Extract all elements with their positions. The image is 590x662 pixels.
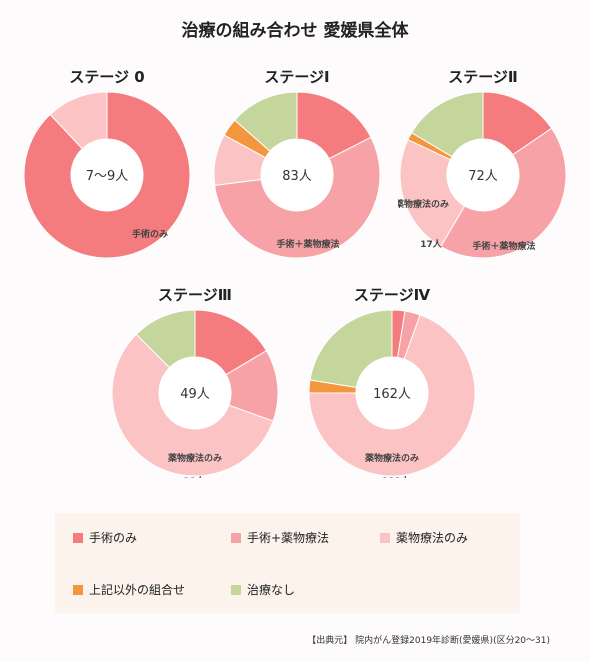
slice-label: 薬物療法のみ bbox=[365, 452, 419, 464]
slice-label: 手術＋薬物療法 bbox=[472, 240, 535, 252]
legend-swatch bbox=[231, 585, 241, 595]
legend-label: 手術+薬物療法 bbox=[247, 531, 330, 545]
center-total-label: 83人 bbox=[282, 169, 312, 184]
legend-swatch bbox=[380, 533, 390, 543]
stage-label: ステージⅡ bbox=[448, 68, 518, 86]
donut-stage-0: ステージ 0 7～9人手術のみ bbox=[22, 66, 192, 259]
chart-title: 治療の組み合わせ 愛媛県全体 bbox=[181, 21, 409, 41]
slice-label: 薬物療法のみ bbox=[398, 198, 449, 210]
center-total-label: 162人 bbox=[373, 387, 411, 402]
slice-value-label: 46人 bbox=[293, 259, 316, 260]
legend-label: 上記以外の組合せ bbox=[89, 583, 186, 597]
legend-swatch bbox=[231, 533, 241, 543]
donut-hole bbox=[159, 357, 231, 429]
center-total-label: 49人 bbox=[180, 387, 210, 402]
legend: 手術のみ 手術+薬物療法 薬物療法のみ 上記以外の組合せ 治療なし bbox=[55, 513, 520, 613]
legend-label: 治療なし bbox=[247, 583, 296, 597]
legend-label: 手術のみ bbox=[89, 531, 138, 545]
stage-label: ステージⅢ bbox=[158, 286, 232, 304]
legend-item-no-treatment: 治療なし bbox=[231, 581, 295, 598]
slice-label: 手術＋薬物療法 bbox=[276, 238, 339, 250]
donut-hole bbox=[356, 357, 428, 429]
legend-swatch bbox=[73, 585, 83, 595]
stage-label: ステージ 0 bbox=[69, 68, 145, 86]
donut-hole bbox=[71, 139, 143, 211]
center-total-label: 72人 bbox=[468, 169, 498, 184]
donut-hole bbox=[261, 139, 333, 211]
slice-label: 薬物療法のみ bbox=[168, 452, 222, 464]
legend-swatch bbox=[73, 533, 83, 543]
slice-label: 手術のみ bbox=[132, 228, 168, 240]
stage-label: ステージⅠ bbox=[264, 68, 330, 86]
legend-item-surgery-drug: 手術+薬物療法 bbox=[231, 529, 329, 546]
legend-item-drug-only: 薬物療法のみ bbox=[380, 529, 468, 546]
center-total-label: 7～9人 bbox=[86, 169, 129, 184]
legend-label: 薬物療法のみ bbox=[396, 531, 469, 545]
stage-label: ステージⅣ bbox=[353, 286, 431, 304]
slice-value-label: 28人 bbox=[183, 475, 206, 478]
source-note: 【出典元】 院内がん登録2019年診断(愛媛県)(区分20～31) bbox=[307, 636, 550, 646]
slice-value-label: 112人 bbox=[382, 475, 411, 478]
legend-item-surgery-only: 手術のみ bbox=[73, 529, 137, 546]
slice-value-label: 17人 bbox=[420, 238, 443, 250]
donut-hole bbox=[447, 139, 519, 211]
legend-item-other-combo: 上記以外の組合せ bbox=[73, 581, 185, 598]
